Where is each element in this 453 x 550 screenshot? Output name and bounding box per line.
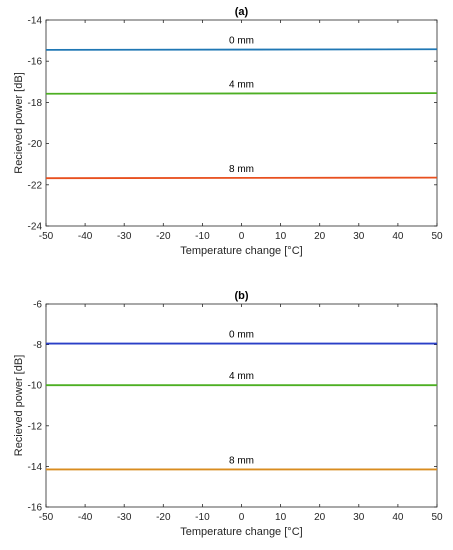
x-tick-label: -30 (117, 231, 132, 242)
panel-a-x-ticks: -50 -40 -30 -20 -10 0 10 20 30 40 50 (39, 20, 443, 242)
panel-b-y-ticks: -16 -14 -12 -10 -8 -6 (28, 300, 437, 514)
x-tick-label: 30 (353, 512, 365, 523)
series-line (45, 176, 438, 180)
panel-a-series: 0 mm 4 mm 8 mm (45, 36, 438, 180)
panel-b: (b) Temperature change [°C] Recieved pow… (13, 290, 443, 538)
series-line (45, 48, 438, 51)
y-tick-label: -22 (28, 180, 43, 191)
y-tick-label: -10 (28, 381, 43, 392)
series-label: 4 mm (229, 371, 254, 382)
x-tick-label: 50 (431, 512, 443, 523)
panel-b-x-ticks: -50 -40 -30 -20 -10 0 10 20 30 40 50 (39, 304, 443, 523)
y-tick-label: -16 (28, 503, 43, 514)
y-tick-label: -18 (28, 98, 43, 109)
x-tick-label: 10 (275, 231, 287, 242)
y-tick-label: -14 (28, 16, 43, 27)
x-tick-label: -50 (39, 512, 54, 523)
panel-a-y-ticks: -24 -22 -20 -18 -16 -14 (28, 16, 437, 233)
panel-b-title: (b) (234, 290, 248, 302)
panel-b-plot-area (45, 303, 438, 508)
x-tick-label: 40 (392, 512, 404, 523)
x-tick-label: -50 (39, 231, 54, 242)
x-tick-label: -10 (195, 231, 210, 242)
series-label: 0 mm (229, 330, 254, 341)
x-tick-label: -10 (195, 512, 210, 523)
panel-b-series: 0 mm 4 mm 8 mm (46, 330, 437, 471)
panel-a-plot-area (45, 19, 438, 227)
panel-a: (a) Temperature change [°C] Recieved pow… (13, 6, 443, 257)
panel-a-x-axis-label: Temperature change [°C] (180, 245, 302, 257)
panel-a-y-axis-label: Recieved power [dB] (13, 72, 25, 174)
y-tick-label: -14 (28, 462, 43, 473)
x-tick-label: 20 (314, 231, 326, 242)
y-tick-label: -12 (28, 421, 43, 432)
panel-a-title: (a) (235, 6, 249, 18)
y-tick-label: -24 (28, 222, 43, 233)
panel-b-x-axis-label: Temperature change [°C] (180, 526, 302, 538)
x-tick-label: -30 (117, 512, 132, 523)
y-tick-label: -8 (33, 340, 42, 351)
panel-b-y-axis-label: Recieved power [dB] (13, 355, 25, 457)
x-tick-label: -20 (156, 512, 171, 523)
series-label: 0 mm (229, 36, 254, 47)
series-label: 4 mm (229, 79, 254, 90)
x-tick-label: 50 (431, 231, 443, 242)
x-tick-label: 0 (239, 231, 245, 242)
x-tick-label: -20 (156, 231, 171, 242)
x-tick-label: -40 (78, 512, 93, 523)
series-line (45, 92, 438, 95)
y-tick-label: -20 (28, 139, 43, 150)
x-tick-label: -40 (78, 231, 93, 242)
series-label: 8 mm (229, 455, 254, 466)
series-label: 8 mm (229, 164, 254, 175)
x-tick-label: 10 (275, 512, 287, 523)
x-tick-label: 0 (239, 512, 245, 523)
x-tick-label: 20 (314, 512, 326, 523)
x-tick-label: 40 (392, 231, 404, 242)
y-tick-label: -16 (28, 57, 43, 68)
x-tick-label: 30 (353, 231, 365, 242)
y-tick-label: -6 (33, 300, 42, 311)
